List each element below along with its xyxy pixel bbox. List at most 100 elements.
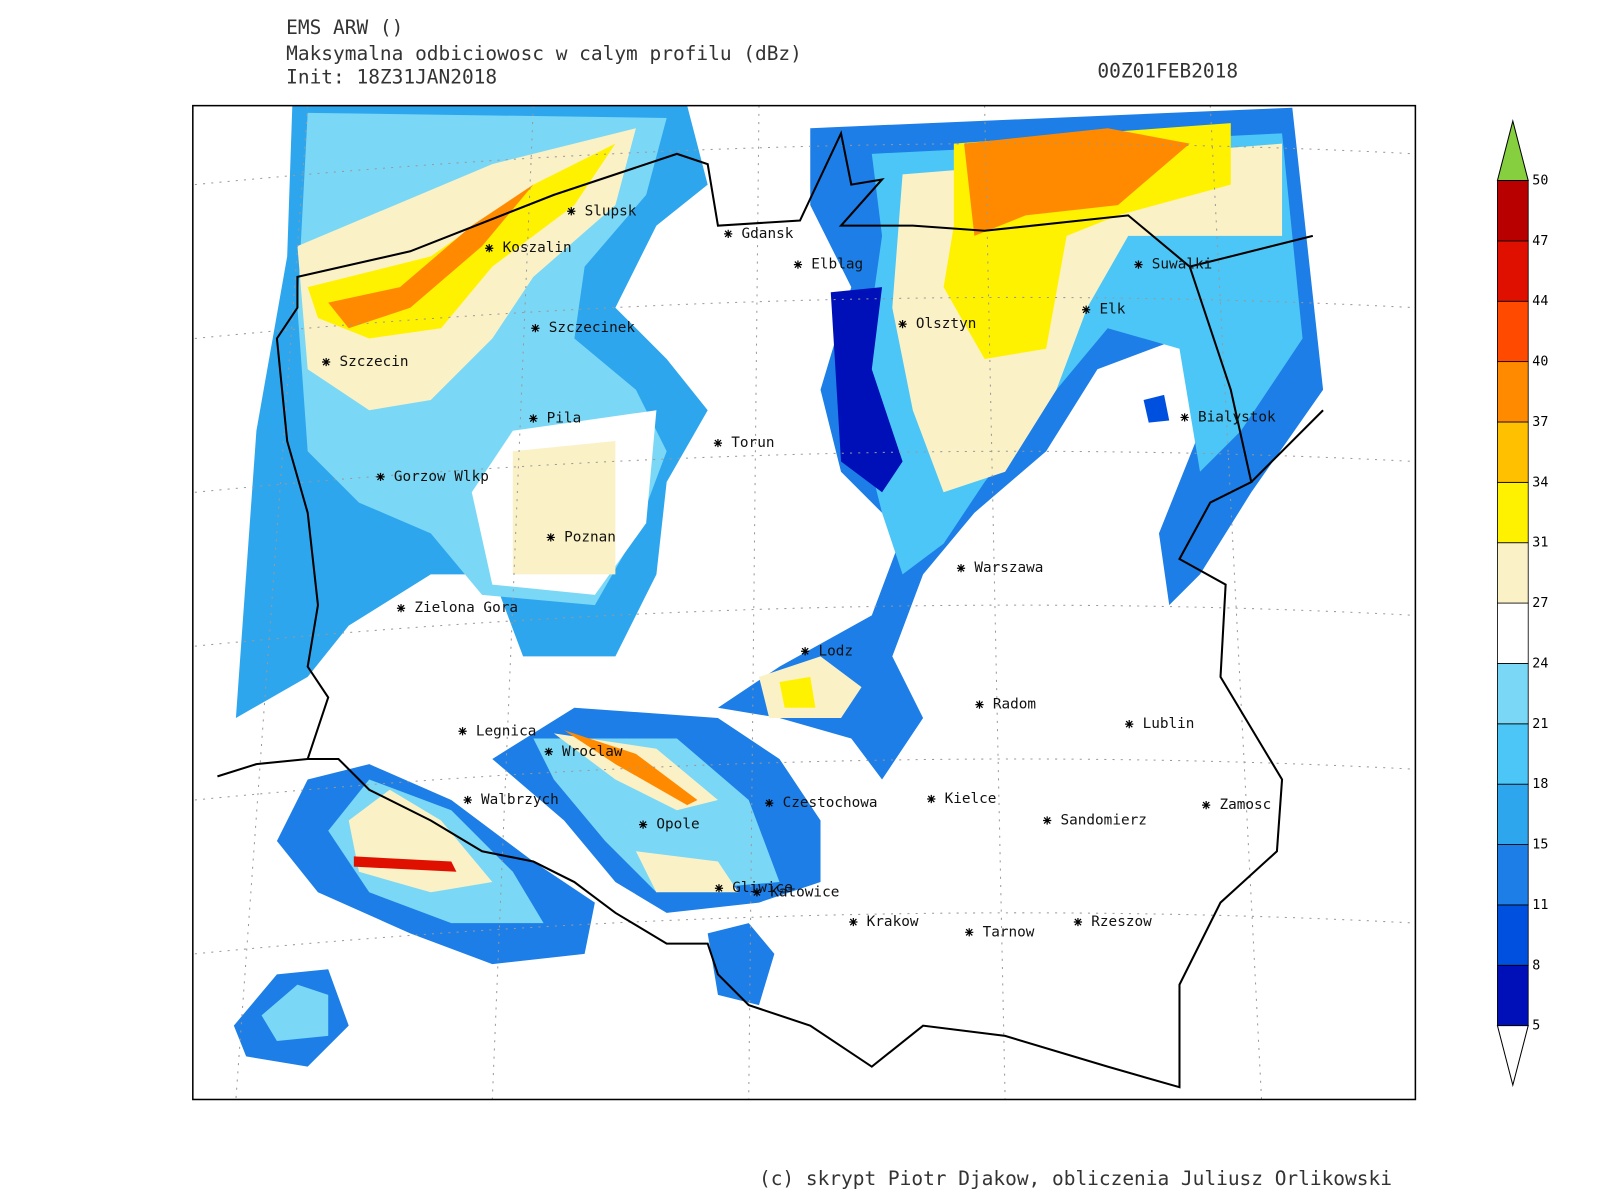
colorbar-label: 11 [1532,898,1548,913]
city-marker [376,472,385,482]
city-label: Kielce [945,791,997,807]
city-marker [458,727,467,736]
city-label: Szczecin [339,354,408,370]
city-label: Slupsk [585,203,637,219]
city-marker [638,820,648,829]
colorbar-swatch [1497,844,1529,906]
city-label: Tarnow [983,924,1035,940]
colorbar-swatch [1497,481,1529,544]
city-label: Legnica [476,723,536,739]
colorbar-label: 8 [1532,958,1540,973]
city-marker [714,884,724,893]
map-title: Maksymalna odbiciowosc w calym profilu (… [286,42,802,65]
city-label: Zielona Gora [414,600,518,616]
city-label: Opole [656,817,699,833]
city-marker [1180,413,1189,422]
colorbar-swatch [1497,300,1529,363]
country-border [275,130,1284,1089]
colorbar-label: 15 [1532,838,1548,853]
city-marker [793,260,803,269]
city-marker [1125,719,1134,729]
city-label: Poznan [564,529,616,545]
colorbar: 5 8 11 15 18 21 24 27 31 34 37 40 44 47 50 [1496,118,1548,1088]
city-label: Elblag [811,257,863,273]
city-label: Elk [1099,302,1125,318]
city-marker [927,794,936,804]
city-marker [531,324,540,333]
colorbar-over [1496,118,1529,182]
colorbar-swatch [1497,542,1529,604]
reflectivity-field [233,105,1324,1067]
colorbar-under [1496,1025,1529,1088]
colorbar-swatch [1497,240,1529,302]
colorbar-label: 40 [1532,355,1548,370]
colorbar-swatch [1497,783,1529,845]
city-marker [1134,260,1143,269]
city-label: Pila [547,410,582,426]
colorbar-label: 21 [1532,717,1548,732]
city-marker [849,917,858,927]
city-marker [529,414,538,423]
neighbor-border [217,234,1324,778]
colorbar-label: 24 [1532,656,1548,671]
city-marker [463,795,472,805]
colorbar-swatch [1497,904,1529,966]
city-label: Katowice [770,884,839,900]
init-time: Init: 18Z31JAN2018 [286,65,497,88]
city-marker [544,747,553,756]
colorbar-label: 27 [1532,596,1548,611]
city-label: Walbrzych [481,792,559,808]
city-label: Gorzow Wlkp [394,469,489,485]
city-label: Czestochowa [783,795,878,811]
city-label: Olsztyn [916,316,976,332]
city-marker [713,438,723,448]
city-label: Torun [731,435,774,451]
city-label: Gdansk [742,226,794,242]
colorbar-swatch [1497,180,1529,242]
city-marker [1043,816,1052,825]
city-marker [1073,917,1083,927]
city-label: Krakow [867,914,919,930]
map-frame [192,104,1417,1101]
city-label: Szczecinek [549,320,636,336]
city-label: Bialystok [1198,409,1276,425]
colorbar-label: 50 [1532,174,1548,189]
city-label: Zamosc [1219,797,1271,813]
city-label: Suwalki [1152,257,1212,273]
city-marker [724,229,733,238]
city-marker [567,207,576,216]
city-marker [396,604,406,613]
city-label: Wroclaw [562,744,623,760]
city-marker [965,928,974,937]
city-label: Warszawa [974,560,1043,576]
colorbar-label: 31 [1532,536,1548,551]
colorbar-swatch [1497,723,1529,785]
colorbar-swatch [1497,421,1529,483]
city-marker [801,647,810,656]
city-marker [1082,305,1091,314]
map: Slupsk Koszalin Gdansk Elblag Suwalki Elk Olsz… [192,104,1417,1101]
colorbar-label: 47 [1532,234,1548,249]
colorbar-swatch [1497,663,1529,725]
colorbar-label: 34 [1532,475,1548,490]
city-marker [1202,801,1211,810]
graticule [194,105,1416,1100]
colorbar-label: 37 [1532,415,1548,430]
city-label: Rzeszow [1091,914,1152,930]
city-label: Lodz [818,643,853,659]
colorbar-swatch [1497,964,1529,1027]
city-marker [322,357,331,367]
colorbar-label: 44 [1532,294,1548,309]
city-label: Sandomierz [1061,813,1147,829]
city-label: Radom [993,697,1036,713]
city-marker [752,888,762,897]
colorbar-label: 5 [1532,1019,1540,1034]
city-marker [898,320,907,329]
city-marker [765,798,774,808]
city-label: Gliwice [732,880,792,896]
city-label: Koszalin [503,240,572,256]
colorbar-swatch [1497,602,1529,664]
model-name: EMS ARW () [286,16,403,39]
colorbar-swatch [1497,361,1529,423]
